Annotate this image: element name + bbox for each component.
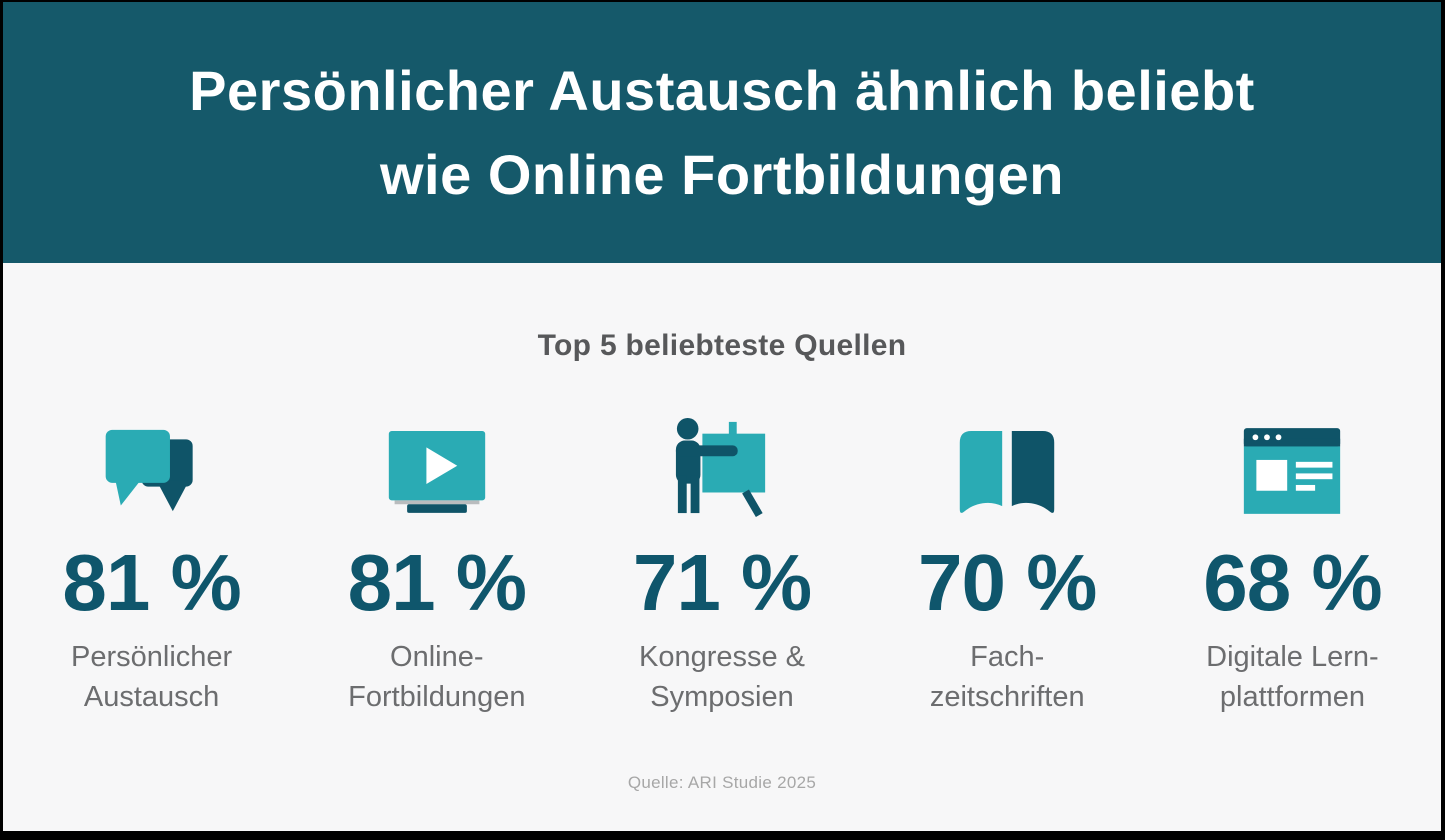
stat-label: Kongresse & Symposien: [638, 641, 806, 714]
page-title-line1: Persönlicher Austausch ähnlich beliebt: [189, 58, 1255, 122]
section-subtitle: Top 5 beliebteste Quellen: [537, 329, 907, 362]
video-screen-icon: [384, 421, 490, 517]
stat-label: Online- Fortbildungen: [348, 641, 526, 714]
stats-row: 81 % Persönlicher Austausch 81 %: [3, 417, 1441, 717]
stat-label: Fach- zeitschriften: [929, 641, 1085, 714]
stat-value: 81 %: [62, 538, 241, 627]
stat-label: Digitale Lern- plattformen: [1206, 641, 1379, 714]
page-title-line2: wie Online Fortbildungen: [380, 142, 1064, 206]
stat-label: Persönlicher Austausch: [71, 641, 233, 714]
stat-kongresse-symposien: 71 % Kongresse & Symposien: [579, 417, 864, 717]
browser-window-icon: [1240, 421, 1344, 517]
open-book-icon: [954, 421, 1060, 517]
chat-bubbles-icon: [100, 421, 204, 517]
stat-online-fortbildungen: 81 % Online- Fortbildungen: [294, 421, 579, 717]
stat-value: 71 %: [632, 538, 812, 627]
source-note: Quelle: ARI Studie 2025: [627, 773, 817, 793]
page-title: Persönlicher Austausch ähnlich beliebt w…: [189, 49, 1255, 217]
stat-value: 81 %: [347, 538, 527, 627]
stat-digitale-lernplattformen: 68 % Digitale Lern- plattformen: [1150, 421, 1435, 717]
header-banner: Persönlicher Austausch ähnlich beliebt w…: [3, 2, 1441, 263]
stat-value: 70 %: [918, 538, 1097, 627]
presenter-icon: [667, 417, 777, 517]
stat-persoenlicher-austausch: 81 % Persönlicher Austausch: [9, 421, 294, 717]
stat-value: 68 %: [1203, 538, 1382, 627]
infographic-canvas: Persönlicher Austausch ähnlich beliebt w…: [3, 2, 1441, 831]
stat-fachzeitschriften: 70 % Fach- zeitschriften: [865, 421, 1150, 717]
